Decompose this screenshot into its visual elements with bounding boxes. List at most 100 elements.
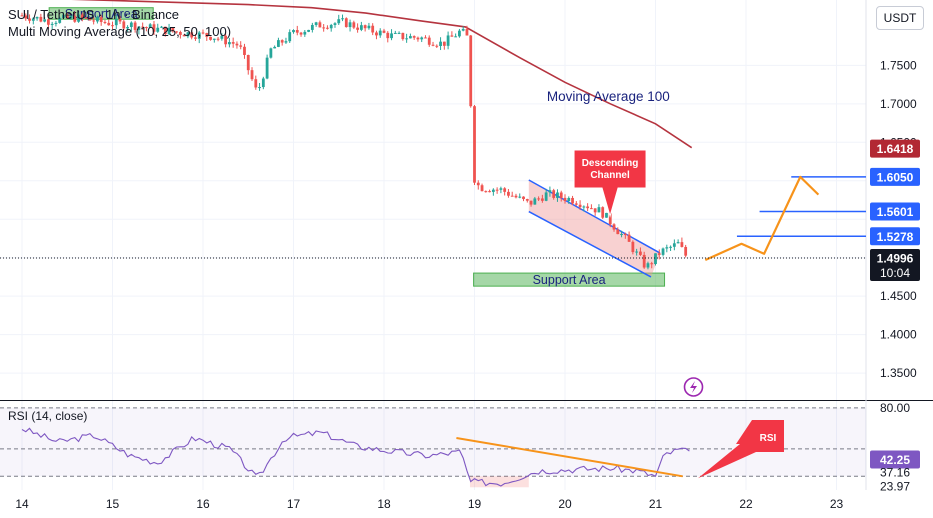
candle-body <box>88 17 92 21</box>
candle-body <box>141 26 145 28</box>
candle-body <box>69 15 73 19</box>
time-tick-label: 21 <box>649 497 663 511</box>
candle-body <box>295 30 299 33</box>
candle-body <box>20 15 24 17</box>
candle-body <box>31 18 35 21</box>
candle-body <box>469 35 473 107</box>
candle-body <box>243 46 246 55</box>
candle-body <box>235 43 239 46</box>
countdown-label: 10:04 <box>880 266 910 280</box>
candle-body <box>484 191 488 193</box>
candle-body <box>99 17 103 22</box>
candle-body <box>167 27 171 35</box>
candle-body <box>367 25 371 29</box>
candle-body <box>642 254 646 268</box>
time-tick-label: 20 <box>558 497 572 511</box>
time-tick-label: 15 <box>106 497 120 511</box>
candle-body <box>593 208 597 213</box>
price-tick-label: 1.4500 <box>880 289 917 303</box>
candle-body <box>544 192 548 201</box>
candle-body <box>507 191 510 196</box>
candle-body <box>525 199 529 201</box>
time-tick-label: 17 <box>287 497 301 511</box>
candle-body <box>43 19 47 22</box>
candle-body <box>318 22 322 28</box>
candle-body <box>314 22 318 25</box>
rsi-divergence-line <box>456 436 683 478</box>
candle-body <box>680 242 684 247</box>
candle-body <box>80 14 84 18</box>
candle-body <box>265 57 269 79</box>
candle-body <box>103 21 107 23</box>
candle-body <box>646 263 650 268</box>
candle-body <box>307 29 310 32</box>
time-tick-label: 22 <box>739 497 753 511</box>
rsi-tick-label: 80.00 <box>880 401 910 415</box>
price-tag-label: 1.6050 <box>877 170 914 184</box>
time-tick-label: 18 <box>377 497 391 511</box>
price-axis[interactable]: 1.75001.70001.65001.45001.40001.35001.64… <box>870 58 920 494</box>
candle-body <box>559 192 563 198</box>
candle-body <box>654 253 657 265</box>
candle-body <box>269 48 273 58</box>
candle-body <box>601 207 605 218</box>
candle-body <box>220 35 224 39</box>
candle-body <box>96 17 99 22</box>
descending-channel-callout-text: Channel <box>590 170 630 181</box>
candle-body <box>397 32 401 34</box>
candle-body <box>303 31 307 35</box>
candle-body <box>299 32 303 35</box>
candle-body <box>137 26 141 30</box>
candle-body <box>28 18 31 21</box>
rsi-value-tag-bg <box>870 450 920 469</box>
candle-body <box>201 32 205 34</box>
symbol-title: SUI / TetherUS · 1h · Binance <box>8 7 180 22</box>
candle-body <box>326 27 329 29</box>
candle-body <box>122 21 126 29</box>
candle-body <box>65 14 69 19</box>
candle-body <box>408 36 412 39</box>
candle-body <box>499 188 503 190</box>
candle-body <box>529 200 533 205</box>
indicator-title: Multi Moving Average (10, 25, 50, 100) <box>8 24 232 39</box>
support-area-bottom-box <box>473 272 666 287</box>
candle-body <box>186 32 190 37</box>
rsi-line <box>21 427 690 487</box>
price-tag-label: 1.6418 <box>877 142 914 156</box>
support-area-bottom-label: Support Area <box>533 273 606 287</box>
candle-body <box>344 18 348 28</box>
time-tick-label: 19 <box>468 497 482 511</box>
candle-body <box>416 37 420 40</box>
candle-body <box>608 212 612 225</box>
candle-body <box>54 22 58 24</box>
candle-body <box>431 44 435 46</box>
descending-channel-callout-text: Descending <box>582 158 639 169</box>
candle-body <box>371 25 375 33</box>
candle-body <box>62 14 65 18</box>
candle-body <box>420 37 424 40</box>
key-levels <box>736 176 866 238</box>
price-tag-bg <box>870 167 920 186</box>
candle-body <box>39 16 43 22</box>
candle-body <box>152 24 156 32</box>
candle-body <box>446 35 450 46</box>
candle-body <box>250 70 254 80</box>
time-axis[interactable]: 14 15 16 17 18 19 20 21 22 23 <box>15 497 843 511</box>
candle-body <box>246 54 250 71</box>
candle-body <box>597 207 601 213</box>
currency-button[interactable]: USDT <box>876 6 924 30</box>
candle-body <box>405 38 409 40</box>
candle-body <box>118 19 122 22</box>
candle-body <box>46 19 50 25</box>
candle-body <box>639 251 642 255</box>
rsi-tick-label: 37.16 <box>880 466 910 480</box>
candle-body <box>571 197 574 204</box>
candle-body <box>73 15 77 22</box>
chart-header: SUI / TetherUS · 1h · Binance Multi Movi… <box>8 6 231 40</box>
candle-body <box>178 32 182 35</box>
candle-body <box>450 35 454 37</box>
candle-body <box>329 24 333 29</box>
candle-body <box>194 37 197 39</box>
